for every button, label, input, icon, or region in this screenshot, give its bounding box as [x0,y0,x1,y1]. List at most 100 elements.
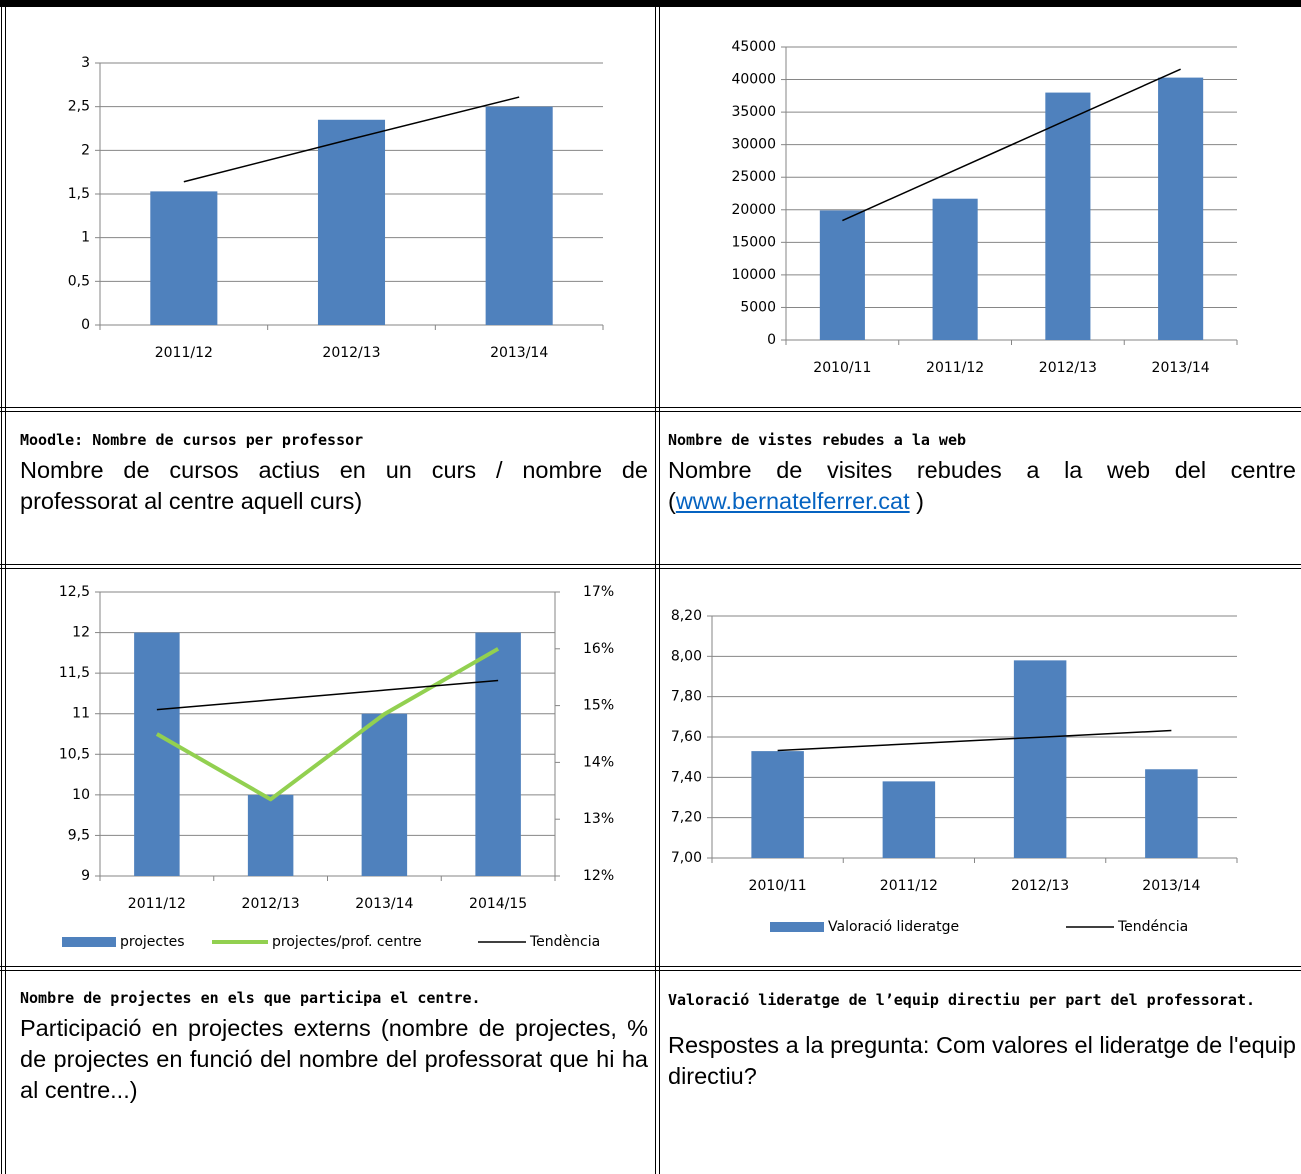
caption-title: Nombre de vistes rebudes a la web [668,431,967,449]
y-tick-label: 10 [72,787,90,803]
y-tick-label: 8,00 [671,648,702,664]
bar [932,198,978,340]
y2-tick-label: 13% [583,811,614,827]
x-tick-label: 2012/13 [322,345,380,361]
text: ) [909,488,924,514]
line [156,679,499,711]
y-tick-label: 0 [767,332,776,348]
bar [247,794,294,876]
caption-text: Nombre de visites rebudes a la web del c… [668,455,1296,517]
line [155,647,500,802]
legend-swatch [770,922,824,932]
y2-tick-label: 16% [583,641,614,657]
x-tick-label: 2012/13 [242,896,300,912]
y-tick-label: 1,5 [68,186,90,202]
y-tick-label: 12 [72,625,90,641]
link[interactable]: www.bernatelferrer.cat [675,488,910,514]
bar [882,781,936,858]
y-tick-label: 10,5 [59,746,90,762]
caption-title: Valoració lideratge de l’equip directiu … [668,991,1255,1009]
caption: Moodle: Nombre de cursos per professor N… [20,428,648,517]
y2-tick-label: 15% [583,698,614,714]
y-tick-label: 2,5 [68,99,90,115]
x-tick-label: 2013/14 [355,896,413,912]
bar [134,632,180,876]
legend-label: Tendència [529,934,600,950]
y2-tick-label: 12% [583,868,614,884]
x-tick-label: 2011/12 [155,345,213,361]
text: Nombre de visites rebudes a la web del c… [668,457,1296,514]
y-tick-label: 45000 [731,39,776,55]
border [5,0,6,1174]
x-tick-label: 2013/14 [1152,360,1210,376]
line [183,96,520,183]
bar [751,751,804,858]
top-bar [0,0,1301,7]
y2-tick-label: 17% [583,584,614,600]
legend-label: projectes [120,934,185,950]
y-tick-label: 25000 [731,169,776,185]
border [0,564,1301,565]
caption-text: Nombre de cursos actius en un curs / nom… [20,457,648,514]
y-tick-label: 7,80 [671,689,702,705]
y-tick-label: 7,00 [671,850,702,866]
y-tick-label: 10000 [731,267,776,283]
y-tick-label: 30000 [731,137,776,153]
caption: Nombre de vistes rebudes a la web Nombre… [668,428,1296,517]
bar [361,713,408,876]
caption-text: Participació en projectes externs (nombr… [20,1015,648,1103]
line [842,68,1181,222]
border [0,568,1301,569]
y-tick-label: 15000 [731,234,776,250]
border [1,0,2,1174]
x-tick-label: 2011/12 [926,360,984,376]
y-tick-label: 3 [81,55,90,71]
y-tick-label: 20000 [731,202,776,218]
y-tick-label: 35000 [731,104,776,120]
x-tick-label: 2013/14 [490,345,548,361]
bar [1013,660,1067,858]
y-tick-label: 7,40 [671,769,702,785]
border [0,407,1301,408]
y-tick-label: 8,20 [671,608,702,624]
y-tick-label: 0,5 [68,273,90,289]
border [0,966,1301,967]
legend-label: Valoració lideratge [828,919,959,935]
y-tick-label: 12,5 [59,584,90,600]
x-tick-label: 2014/15 [469,896,527,912]
legend-label: Tendéncia [1117,919,1188,935]
y-tick-label: 7,20 [671,810,702,826]
x-tick-label: 2010/11 [813,360,871,376]
x-tick-label: 2011/12 [880,878,938,894]
y-tick-label: 11,5 [59,665,90,681]
y-tick-label: 11 [72,706,90,722]
y-tick-label: 1 [81,230,90,246]
bar [485,106,553,326]
border [0,411,1301,412]
x-tick-label: 2012/13 [1039,360,1097,376]
border [659,0,660,1174]
line [777,729,1172,752]
y-tick-label: 9,5 [68,827,90,843]
y2-tick-label: 14% [583,754,614,770]
legend-label: projectes/prof. centre [272,934,422,950]
x-tick-label: 2010/11 [749,878,807,894]
caption-text: Respostes a la pregunta: Com valores el … [668,1032,1296,1089]
x-tick-label: 2012/13 [1011,878,1069,894]
caption: Valoració lideratge de l’equip directiu … [668,988,1296,1092]
caption-title: Moodle: Nombre de cursos per professor [20,431,364,449]
border [0,970,1301,971]
y-tick-label: 0 [81,317,90,333]
y-tick-label: 5000 [740,299,776,315]
bar [475,632,521,876]
legend-swatch [62,937,116,947]
border [655,0,656,1174]
bar [819,210,865,340]
y-tick-label: 40000 [731,72,776,88]
caption: Nombre de projectes en els que participa… [20,986,648,1106]
y-tick-label: 7,60 [671,729,702,745]
y-tick-label: 9 [81,868,90,884]
caption-title: Nombre de projectes en els que participa… [20,989,481,1007]
